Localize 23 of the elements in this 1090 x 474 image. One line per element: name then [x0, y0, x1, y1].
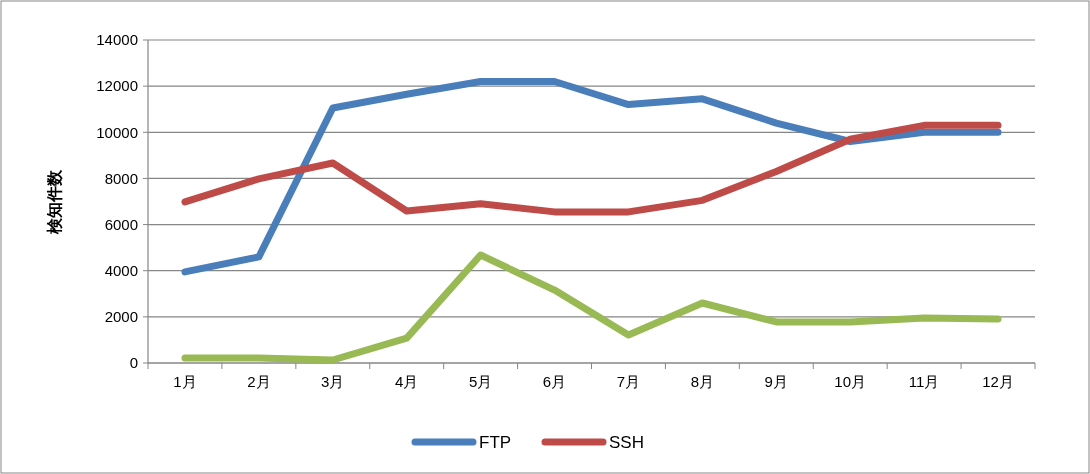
- y-tick-label: 0: [129, 354, 138, 372]
- legend-label: FTP: [479, 432, 512, 452]
- x-tick-label: 4月: [395, 373, 419, 390]
- y-tick-label: 10000: [96, 123, 138, 141]
- x-tick-label: 8月: [690, 373, 715, 390]
- x-tick-label: 2月: [247, 373, 271, 390]
- x-tick-label: 10月: [834, 373, 867, 390]
- y-tick-label: 6000: [104, 215, 138, 233]
- x-tick-label: 1月: [173, 373, 197, 390]
- y-tick-label: 8000: [104, 169, 138, 187]
- y-tick-label: 14000: [96, 31, 138, 49]
- y-tick-label: 2000: [104, 308, 138, 326]
- x-tick-label: 12月: [982, 373, 1014, 390]
- y-tick-label: 12000: [96, 77, 138, 95]
- x-tick-label: 9月: [764, 373, 788, 390]
- x-tick-label: 7月: [616, 373, 641, 390]
- x-tick-label: 5月: [468, 373, 493, 390]
- y-axis-title: 検知件数: [46, 168, 63, 235]
- y-tick-label: 4000: [104, 261, 138, 279]
- x-tick-label: 3月: [321, 373, 345, 390]
- x-tick-label: 6月: [542, 373, 567, 390]
- legend-label: SSH: [609, 432, 644, 452]
- x-tick-label: 11月: [908, 373, 940, 390]
